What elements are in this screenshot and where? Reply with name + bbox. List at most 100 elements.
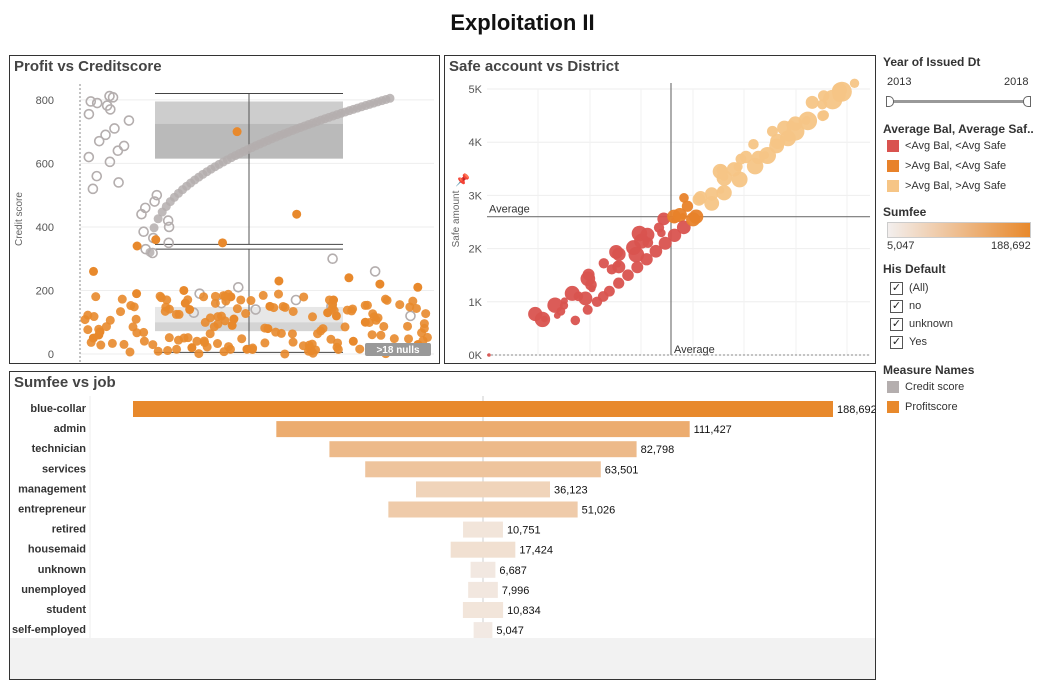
safe-account-chart[interactable]: 0K 1K 2K 3K 4K 5K Safe amount 📌 Average Average: [445, 56, 875, 363]
credit-score-point: [112, 145, 124, 157]
checkbox-all[interactable]: ✓: [890, 282, 903, 295]
checkbox-no[interactable]: ✓: [890, 300, 903, 313]
profitscore-point: [344, 273, 354, 283]
legend-swatch[interactable]: [887, 160, 899, 172]
legend-item-label[interactable]: <Avg Bal, <Avg Safe: [905, 140, 1007, 152]
legend-item-label[interactable]: >Avg Bal, >Avg Safe: [905, 180, 1007, 192]
district-point: [739, 150, 753, 164]
credit-score-point: [151, 189, 163, 201]
bar[interactable]: [276, 421, 690, 438]
sumfee-vs-job-panel[interactable]: Sumfee vs job blue-collar 188,692 admin 111…: [9, 371, 876, 680]
average-label: Average: [674, 344, 715, 356]
district-point: [831, 81, 852, 102]
profitscore-point: [379, 321, 389, 331]
profitscore-point: [360, 300, 370, 310]
district-point: [681, 200, 694, 212]
profit-vs-creditscore-panel[interactable]: Profit vs Creditscore 0 200 400 600 800 Credi…: [9, 55, 440, 364]
category-label: self-employed: [12, 624, 86, 636]
profit-creditscore-chart[interactable]: 0 200 400 600 800 Credit score >18 nulls: [10, 56, 439, 363]
bar[interactable]: [133, 401, 833, 417]
checkbox-unknown[interactable]: ✓: [890, 318, 903, 331]
value-label: 188,692: [837, 404, 875, 416]
profitscore-point: [260, 323, 270, 333]
category-label: housemaid: [28, 544, 86, 556]
bar[interactable]: [329, 441, 637, 458]
checkbox-label[interactable]: no: [909, 300, 922, 312]
profitscore-point: [132, 241, 142, 251]
value-label: 10,834: [507, 605, 541, 617]
profitscore-point: [94, 324, 104, 334]
legend-item-label[interactable]: Profitscore: [905, 401, 958, 413]
profitscore-point: [200, 317, 210, 327]
profitscore-point: [299, 292, 309, 302]
profitscore-point: [241, 309, 251, 319]
credit-score-point: [250, 304, 261, 315]
profitscore-point: [139, 336, 149, 346]
bar[interactable]: [462, 602, 504, 618]
district-point: [676, 220, 691, 235]
value-label: 36,123: [554, 484, 588, 496]
profitscore-point: [324, 295, 334, 305]
null-badge-label[interactable]: >18 nulls: [376, 345, 420, 356]
district-point: [578, 291, 593, 306]
district-point: [585, 279, 597, 291]
profitscore-point: [210, 291, 220, 301]
bar[interactable]: [388, 501, 578, 518]
district-point: [649, 244, 663, 258]
value-label: 51,026: [582, 505, 616, 517]
profitscore-point: [246, 296, 256, 306]
profitscore-point: [403, 321, 413, 331]
credit-score-point: [163, 221, 175, 233]
category-label: unemployed: [21, 584, 86, 596]
legend-item-label[interactable]: Credit score: [905, 381, 965, 393]
credit-score-point: [83, 108, 95, 120]
bar[interactable]: [450, 541, 516, 558]
credit-score-point: [385, 93, 395, 103]
average-label: Average: [489, 204, 530, 216]
district-point: [692, 193, 706, 206]
year-filter-title: Year of Issued Dt: [883, 55, 981, 69]
credit-score-point: [136, 208, 147, 220]
profitscore-point: [131, 314, 141, 324]
profitscore-point: [329, 306, 339, 316]
year-max-label: 2018: [1004, 76, 1029, 88]
profitscore-point: [183, 295, 193, 305]
safe-account-panel[interactable]: Safe account vs District 0K 1K 2K 3K 4K 5K Saf…: [444, 55, 876, 364]
profitscore-point: [326, 334, 336, 344]
checkbox-yes[interactable]: ✓: [890, 336, 903, 349]
credit-score-point: [93, 135, 105, 147]
legend-swatch[interactable]: [887, 381, 899, 393]
profitscore-point: [417, 328, 427, 338]
bar[interactable]: [463, 521, 503, 538]
profitscore-point: [126, 301, 136, 311]
bar[interactable]: [470, 561, 496, 578]
checkbox-label[interactable]: Yes: [909, 336, 927, 348]
profitscore-point: [248, 343, 258, 353]
legend-swatch[interactable]: [887, 401, 899, 413]
value-label: 6,687: [499, 565, 527, 577]
checkbox-label[interactable]: unknown: [909, 318, 954, 330]
category-label: admin: [54, 423, 87, 435]
district-point: [640, 227, 655, 242]
bar[interactable]: [468, 581, 498, 598]
profitscore-point: [91, 292, 101, 302]
sumfee-job-chart[interactable]: blue-collar 188,692 admin 111,427 technician…: [10, 372, 875, 679]
bar[interactable]: [415, 481, 551, 498]
category-label: management: [18, 483, 86, 495]
legend-swatch[interactable]: [887, 180, 899, 192]
chart-title: Safe account vs District: [449, 58, 620, 75]
checkbox-label[interactable]: (All): [909, 282, 929, 294]
profitscore-point: [404, 334, 414, 344]
bar[interactable]: [473, 622, 493, 639]
year-slider-max-handle[interactable]: [1023, 96, 1031, 107]
bar[interactable]: [365, 461, 601, 478]
legend-item-label[interactable]: >Avg Bal, <Avg Safe: [905, 160, 1007, 172]
y-axis-label: Safe amount: [451, 190, 462, 247]
year-slider-min-handle[interactable]: [886, 96, 894, 107]
credit-score-point: [405, 310, 416, 322]
profitscore-point: [347, 306, 357, 316]
year-slider-track[interactable]: [890, 100, 1026, 103]
district-point: [564, 285, 580, 301]
legend-swatch[interactable]: [887, 140, 899, 152]
value-label: 7,996: [502, 585, 530, 597]
